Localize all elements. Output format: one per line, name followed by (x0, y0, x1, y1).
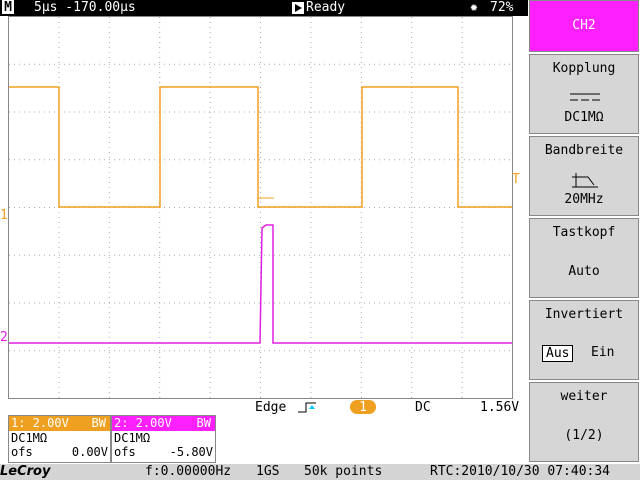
invert-on[interactable]: Ein (591, 345, 615, 360)
timebase: 5µs -170.00µs (34, 0, 136, 15)
ch-offset-row: ofs 0.00V (9, 445, 110, 459)
ch1-marker: 1 (0, 208, 8, 223)
ch1-header: 1: 2.00V BW (9, 416, 110, 431)
edge-icon (298, 402, 316, 413)
button-label: Invertiert (544, 307, 624, 322)
ofs-label: ofs (114, 445, 136, 459)
trigger-source: 1 (350, 400, 376, 415)
more-button[interactable]: weiter (1/2) (529, 382, 639, 462)
state: Ready (306, 0, 346, 15)
invert-button[interactable]: Invertiert Aus Ein (529, 300, 639, 380)
button-label: Bandbreite (544, 143, 624, 158)
ch1-box[interactable]: 1: 2.00V BW DC1MΩ ofs 0.00V (8, 415, 111, 463)
ch2-marker: 2 (0, 330, 8, 345)
ch2-header: 2: 2.00V BW (112, 416, 215, 431)
trigger-bar: Edge 1 DC 1.56V (0, 400, 528, 415)
probe-button[interactable]: Tastkopf Auto (529, 218, 639, 298)
run-icon (292, 2, 304, 14)
button-label: Kopplung (552, 61, 616, 76)
ch-scale: 2: 2.00V (114, 416, 172, 430)
ch-offset: -5.80V (169, 445, 213, 459)
ch-offset: 0.00V (71, 445, 108, 459)
clock: RTC:2010/10/30 07:40:34 (430, 464, 611, 479)
button-value: DC1MΩ (564, 110, 604, 125)
button-value: Auto (568, 264, 600, 279)
ch-bw: BW (91, 416, 106, 430)
invert-off[interactable]: Aus (542, 345, 574, 362)
button-value: (1/2) (564, 428, 604, 443)
mode-icon: M (2, 0, 14, 15)
frequency: f:0.00000Hz (145, 464, 232, 479)
ch-coupling: DC1MΩ (11, 431, 48, 445)
brightness-icon: ✹ (470, 0, 478, 15)
menu-title[interactable]: CH2 (529, 0, 639, 52)
bandwidth-button[interactable]: Bandbreite 20MHz (529, 136, 639, 216)
graticule (8, 16, 513, 399)
filter-icon (572, 173, 598, 188)
ch2-trace (9, 224, 512, 344)
trigger-level: 1.56V (480, 400, 520, 415)
ch-scale: 1: 2.00V (11, 416, 69, 430)
status-bar: M 5µs -170.00µs Ready ✹ 72% (0, 0, 528, 16)
ch-offset-row: ofs -5.80V (112, 445, 215, 459)
trigger-point (257, 194, 274, 202)
sample-rate: 1GS (256, 464, 280, 479)
battery: 72% (490, 0, 514, 15)
dc-icon (570, 93, 600, 101)
trigger-type: Edge (255, 400, 287, 415)
trigger-coupling: DC (415, 400, 431, 415)
button-label: weiter (560, 389, 608, 404)
coupling-button[interactable]: Kopplung DC1MΩ (529, 54, 639, 134)
button-value: 20MHz (564, 192, 604, 207)
footer: LeCroy f:0.00000Hz 1GS 50k points RTC:20… (0, 464, 640, 480)
ch-bw: BW (196, 416, 211, 430)
ch-coupling: DC1MΩ (114, 431, 151, 445)
menu-title-text: CH2 (572, 18, 596, 33)
ch2-box[interactable]: 2: 2.00V BW DC1MΩ ofs -5.80V (111, 415, 216, 463)
points: 50k points (304, 464, 383, 479)
trigger-marker: T (512, 172, 520, 187)
ofs-label: ofs (11, 445, 33, 459)
button-label: Tastkopf (552, 225, 616, 240)
brand: LeCroy (0, 464, 51, 479)
ch1-trace (9, 86, 512, 208)
